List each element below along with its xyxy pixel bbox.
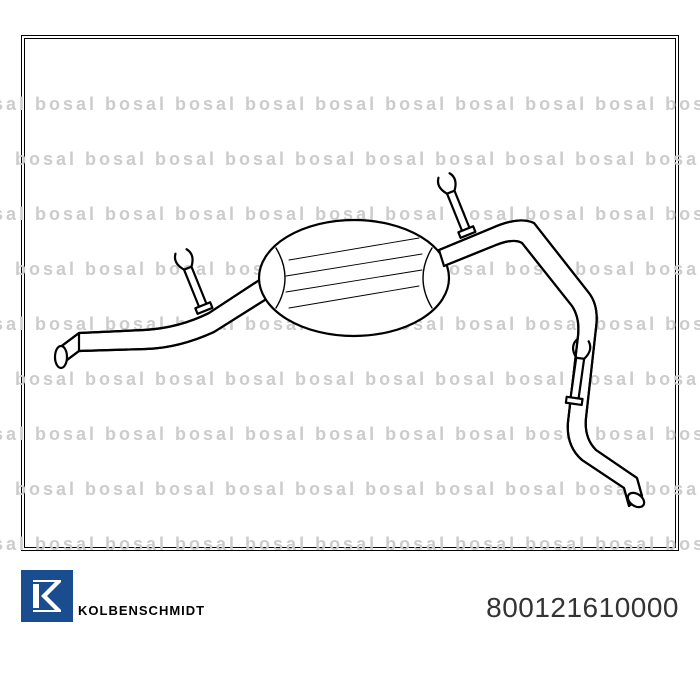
- clamp-right: [436, 172, 476, 238]
- inlet-pipe-fill: [59, 275, 276, 366]
- exhaust-diagram: [24, 38, 676, 548]
- brand-logo: [21, 570, 73, 622]
- part-number: 800121610000: [486, 592, 679, 624]
- brand-name: KOLBENSCHMIDT: [78, 603, 205, 618]
- inlet-end: [55, 346, 67, 368]
- outlet-pipe-fill: [439, 220, 642, 506]
- kolbenschmidt-icon: [29, 578, 65, 614]
- clamp-left: [173, 248, 213, 314]
- muffler-body: [259, 220, 449, 336]
